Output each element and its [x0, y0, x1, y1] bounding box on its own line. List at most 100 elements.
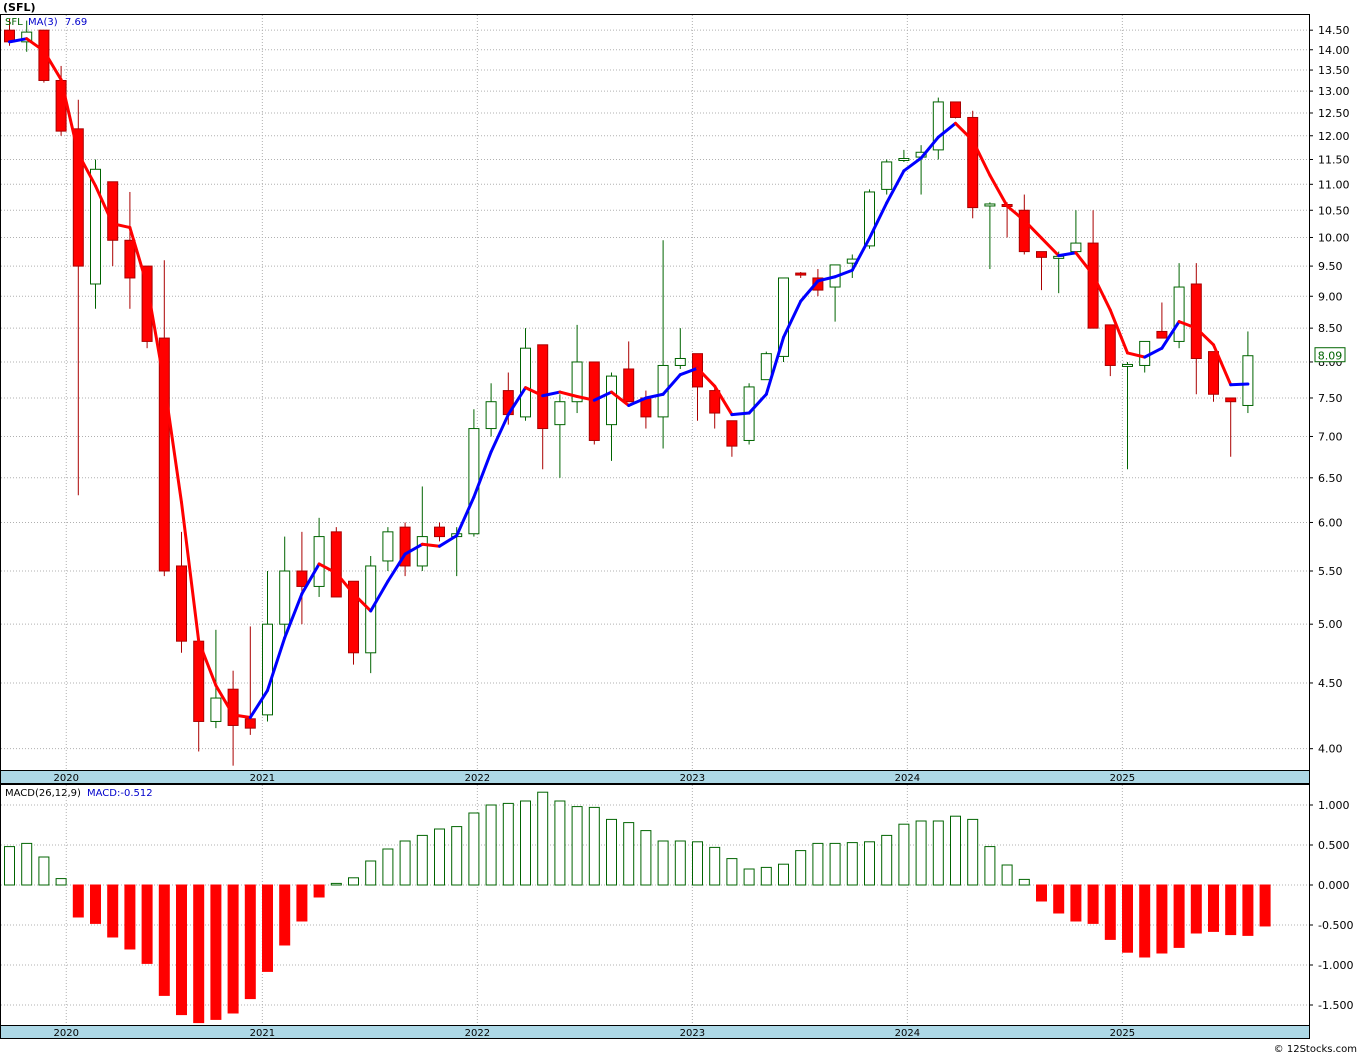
candle-body: [279, 570, 291, 625]
macd-bar-positive: [365, 860, 377, 886]
macd-bar-negative: [90, 884, 101, 924]
macd-bar-positive: [382, 848, 394, 886]
macd-bar-negative: [158, 884, 170, 996]
ma-segment: [506, 386, 527, 417]
macd-bar-positive: [623, 822, 635, 886]
macd-year-label: 2023: [680, 1028, 705, 1039]
ma-segment: [850, 236, 871, 272]
candle-up: [571, 324, 583, 414]
macd-bar-negative: [296, 884, 308, 922]
price-tick-label: 7.00: [1318, 430, 1343, 443]
price-tick-label: 8.50: [1318, 322, 1343, 335]
candle-body: [348, 580, 359, 654]
candle-body: [468, 428, 480, 535]
candle-body: [674, 357, 686, 366]
ma-segment: [713, 384, 734, 417]
candle-down: [176, 531, 187, 653]
candle-body: [778, 277, 789, 357]
candle-body: [1208, 351, 1219, 395]
price-axis-ticks: 14.50 14.00 13.50 13.00 12.50 12.00 11.50 11.00…: [1309, 24, 1350, 756]
candle-body: [864, 191, 875, 247]
candle-body: [262, 623, 273, 716]
ma-segment: [524, 386, 545, 398]
candle-body: [1036, 251, 1047, 258]
credit-text: © 12Stocks.com: [1274, 1044, 1357, 1055]
ma-segment: [8, 37, 29, 44]
candle-up: [674, 328, 686, 369]
candle-body: [1070, 242, 1082, 253]
candle-body: [244, 718, 256, 729]
ma-segment: [214, 683, 235, 717]
macd-bar-positive: [434, 828, 445, 886]
candle-up: [932, 97, 944, 160]
candle-body: [124, 239, 136, 279]
price-tick-label: 6.50: [1318, 472, 1343, 485]
price-tick-label: 14.50: [1318, 24, 1350, 37]
ma-segment: [248, 688, 269, 719]
macd-bar-positive: [864, 841, 875, 886]
macd-bar-positive: [881, 834, 893, 886]
macd-year-label: 2020: [54, 1028, 79, 1039]
ma-segment: [369, 579, 390, 613]
price-tick-label: 11.00: [1318, 178, 1350, 191]
price-tick-label: 11.50: [1318, 154, 1350, 167]
ma-segment: [162, 381, 183, 504]
macd-axis-ticks: 1.000 0.500 0.000 -0.500 -1.000 -1.500: [1309, 799, 1353, 1012]
candle-up: [262, 571, 273, 722]
ma-segment: [94, 184, 115, 226]
candle-body: [434, 526, 445, 538]
candle-body: [1139, 340, 1151, 366]
macd-bar-negative: [1225, 884, 1237, 936]
price-year-label: 2024: [895, 773, 920, 784]
macd-bar-positive: [726, 858, 738, 886]
macd-bar-positive: [55, 878, 67, 886]
ma-segment: [592, 390, 613, 402]
candle-down: [1018, 194, 1030, 255]
macd-x-axis-labels: 2020 2021 2022 2023 2024 2025: [54, 1028, 1136, 1039]
ma-segment: [334, 571, 355, 596]
ma-segment: [25, 37, 46, 53]
ma-segment: [231, 713, 252, 719]
candle-down: [1104, 324, 1116, 377]
ma-segment: [317, 562, 338, 575]
macd-bar-positive: [38, 856, 50, 886]
ma-segment: [988, 173, 1009, 208]
ma-segment: [1005, 204, 1026, 222]
ma-segment: [627, 396, 648, 407]
ma-segment: [1229, 382, 1250, 387]
ma-segment: [747, 392, 768, 415]
candle-down: [623, 341, 635, 403]
candle-up: [382, 527, 394, 572]
macd-bar-positive: [950, 815, 961, 886]
candle-body: [176, 565, 187, 642]
macd-bar-negative: [262, 884, 273, 972]
macd-bar-negative: [1173, 884, 1185, 948]
ma-segment: [111, 222, 132, 230]
macd-bar-negative: [244, 884, 256, 1000]
macd-bar-negative: [193, 884, 205, 1024]
candle-body: [571, 361, 583, 403]
price-tick-label: 6.00: [1318, 516, 1343, 529]
ma-segment: [833, 268, 854, 279]
macd-year-label: 2021: [250, 1028, 275, 1039]
candle-body: [1242, 355, 1254, 406]
macd-bar-positive: [399, 840, 411, 886]
candle-up: [1242, 331, 1254, 414]
price-tick-label: 5.50: [1318, 565, 1343, 578]
candle-body: [107, 181, 119, 241]
macd-bar-positive: [984, 846, 996, 886]
candle-body: [950, 101, 961, 118]
macd-bar-positive: [468, 812, 480, 886]
macd-histogram: [4, 791, 1271, 1024]
candle-down: [330, 527, 342, 598]
candle-body: [382, 531, 394, 562]
macd-bar-positive: [416, 834, 428, 886]
macd-bar-positive: [348, 877, 359, 886]
macd-bar-positive: [640, 830, 652, 886]
macd-bar-positive: [915, 820, 927, 886]
macd-bar-negative: [176, 884, 187, 1016]
macd-bar-positive: [1018, 878, 1030, 886]
candle-body: [1104, 324, 1116, 366]
candle-down: [537, 344, 549, 470]
